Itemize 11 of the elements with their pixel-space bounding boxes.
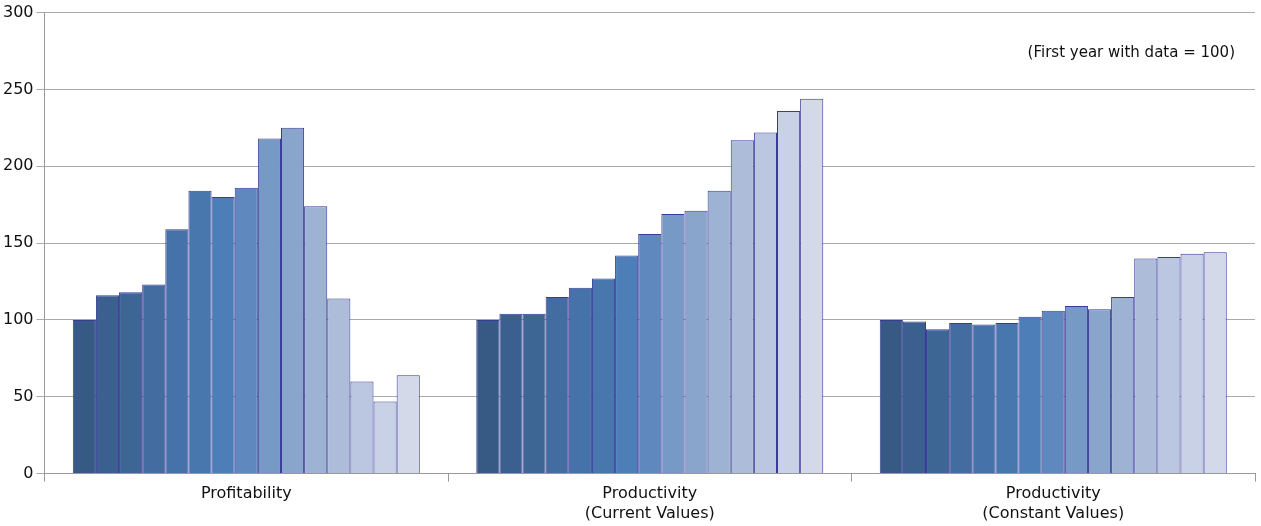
- annotation: (First year with data = 100): [1027, 43, 1235, 62]
- y-tick-label: 300: [2, 1, 34, 21]
- x-tick-label: Profitability: [200, 483, 292, 503]
- y-tick-label: 150: [2, 232, 34, 252]
- x-tick-label: Productivity (Current Values): [584, 483, 715, 522]
- y-tick-label: 100: [2, 309, 34, 329]
- y-tick-label: 50: [13, 385, 34, 405]
- y-tick-label: 0: [23, 462, 34, 482]
- y-tick-label: 200: [2, 155, 34, 175]
- x-tick-label: Productivity (Constant Values): [982, 483, 1125, 522]
- y-tick-label: 250: [2, 78, 34, 98]
